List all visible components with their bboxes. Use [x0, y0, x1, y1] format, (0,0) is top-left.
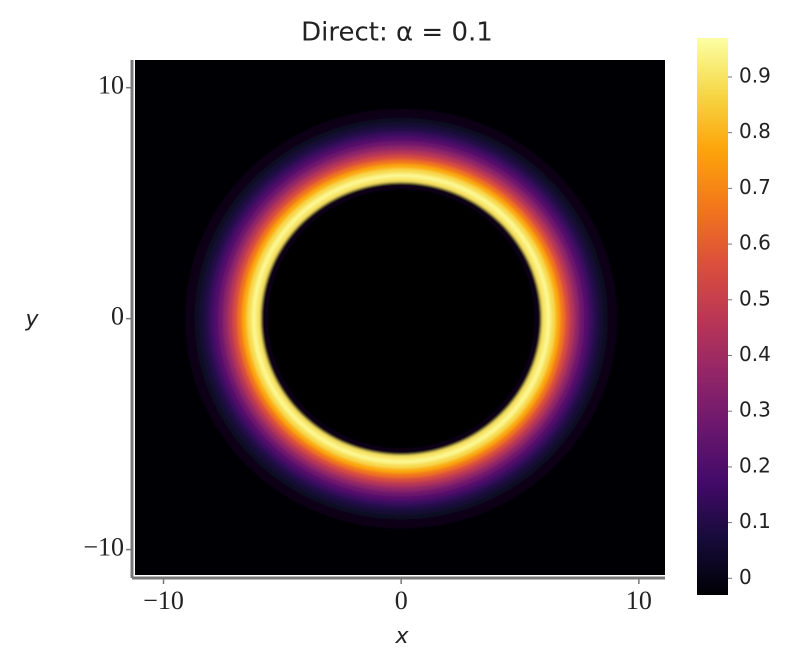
y-tick-label: 10	[98, 71, 124, 100]
colorbar	[697, 38, 728, 595]
ring-layer	[184, 108, 618, 529]
colorbar-tick-label: 0.8	[739, 119, 771, 143]
x-tick-label: 0	[395, 586, 408, 615]
y-axis-label: y	[24, 307, 39, 332]
x-tick-label: −10	[143, 586, 184, 615]
colorbar-tick-label: 0.2	[739, 453, 771, 477]
plot-area	[135, 60, 665, 575]
colorbar-tick-label: 0.9	[739, 63, 771, 87]
colorbar-tick-label: 0.3	[739, 398, 771, 422]
colorbar-tick-label: 0.5	[739, 286, 771, 310]
colorbar-tick-label: 0.7	[739, 175, 771, 199]
colorbar-tick-label: 0.4	[739, 342, 771, 366]
y-tick-label: −10	[83, 533, 124, 562]
chart-title: Direct: α = 0.1	[301, 18, 493, 48]
colorbar-tick-label: 0	[739, 565, 752, 589]
colorbar-tick-label: 0.6	[739, 231, 771, 255]
ring-core	[268, 189, 535, 448]
x-axis-label: x	[394, 624, 409, 649]
y-tick-label: 0	[111, 302, 124, 331]
x-tick-label: 10	[626, 586, 652, 615]
colorbar-tick-label: 0.1	[739, 509, 771, 533]
